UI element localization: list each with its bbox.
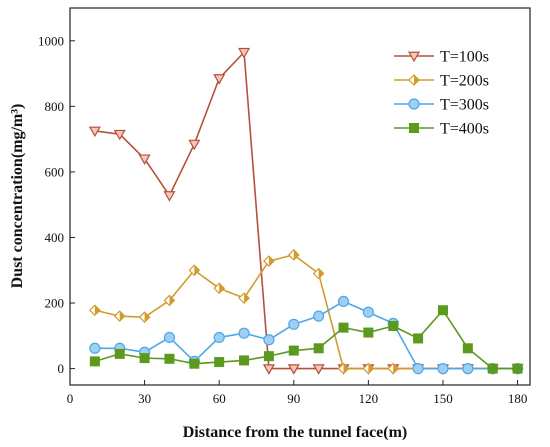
- legend-label: T=200s: [440, 73, 489, 90]
- data-point: [138, 311, 151, 323]
- data-point: [313, 310, 325, 322]
- plot-frame: [69, 7, 531, 386]
- x-axis: 0 30 60 90 120 150 180: [67, 380, 528, 406]
- y-tick-label: 0: [58, 361, 65, 376]
- data-point: [88, 126, 101, 138]
- legend-marker: [408, 74, 420, 86]
- legend-marker: [409, 123, 419, 133]
- series-T=300s: [89, 295, 524, 375]
- legend-label: T=100s: [440, 49, 489, 66]
- data-point: [139, 353, 150, 364]
- data-point: [89, 342, 101, 354]
- data-point: [337, 362, 350, 375]
- data-point: [114, 348, 125, 359]
- data-point: [412, 363, 424, 375]
- data-point: [288, 318, 300, 330]
- x-tick-label: 150: [433, 391, 453, 406]
- data-point: [388, 320, 399, 331]
- y-axis-title: Dust concentration(mg/m³): [9, 104, 26, 289]
- data-point: [163, 331, 176, 344]
- legend-item: T=100s: [394, 49, 489, 66]
- series-line: [94, 309, 518, 370]
- x-tick-label: 90: [287, 391, 300, 406]
- data-point: [312, 267, 325, 280]
- legend-item: T=300s: [394, 97, 489, 114]
- data-point: [363, 327, 374, 338]
- legend-marker: [408, 98, 420, 110]
- data-point: [213, 331, 225, 344]
- data-point: [213, 282, 226, 295]
- data-point: [512, 363, 523, 374]
- data-point: [413, 333, 424, 344]
- x-tick-label: 180: [508, 391, 528, 406]
- data-point: [462, 343, 473, 354]
- legend-label: T=400s: [440, 121, 489, 138]
- data-point: [263, 255, 275, 267]
- data-point: [437, 305, 448, 316]
- data-point: [387, 362, 400, 375]
- legend-item: T=200s: [394, 73, 489, 90]
- data-point: [214, 357, 225, 368]
- data-point: [239, 355, 250, 366]
- series-T=400s: [89, 305, 523, 374]
- data-point: [188, 139, 201, 151]
- data-point: [287, 364, 300, 375]
- data-point: [462, 363, 474, 375]
- legend-label: T=300s: [440, 97, 489, 114]
- data-point: [487, 363, 498, 374]
- data-point: [362, 362, 375, 375]
- y-tick-label: 400: [45, 230, 65, 245]
- y-tick-label: 1000: [38, 33, 64, 48]
- data-point: [113, 129, 126, 141]
- x-axis-title: Distance from the tunnel face(m): [183, 424, 408, 441]
- data-point: [89, 304, 101, 317]
- y-tick-label: 600: [45, 164, 65, 179]
- series-layer: [88, 47, 524, 375]
- data-point: [238, 47, 251, 59]
- data-point: [188, 264, 201, 277]
- data-point: [89, 356, 100, 367]
- data-point: [338, 322, 349, 333]
- data-point: [437, 363, 449, 375]
- data-point: [163, 191, 176, 202]
- data-point: [288, 345, 299, 356]
- data-point: [337, 295, 350, 308]
- data-point: [138, 154, 151, 166]
- data-point: [287, 249, 300, 261]
- y-tick-label: 200: [45, 296, 65, 311]
- data-point: [313, 343, 324, 354]
- x-tick-label: 60: [213, 391, 226, 406]
- x-tick-label: 0: [67, 391, 74, 406]
- y-tick-label: 800: [45, 99, 65, 114]
- data-point: [213, 74, 226, 85]
- legend-marker: [407, 51, 421, 63]
- data-point: [238, 292, 250, 304]
- data-point: [163, 294, 176, 307]
- legend: T=100s T=200s T=300s T=400s: [394, 49, 489, 138]
- data-point: [263, 334, 275, 346]
- data-point: [262, 364, 275, 375]
- data-point: [164, 353, 175, 364]
- series-T=200s: [89, 249, 524, 375]
- data-point: [312, 364, 325, 375]
- x-tick-label: 120: [359, 391, 379, 406]
- data-point: [189, 358, 200, 369]
- series-line: [94, 254, 518, 370]
- data-point: [238, 327, 250, 339]
- data-point: [263, 351, 274, 362]
- x-tick-label: 30: [138, 391, 151, 406]
- y-axis: 0 200 400 600 800 1000: [38, 33, 75, 376]
- data-point: [113, 310, 126, 323]
- data-point: [362, 306, 374, 318]
- legend-item: T=400s: [394, 121, 489, 138]
